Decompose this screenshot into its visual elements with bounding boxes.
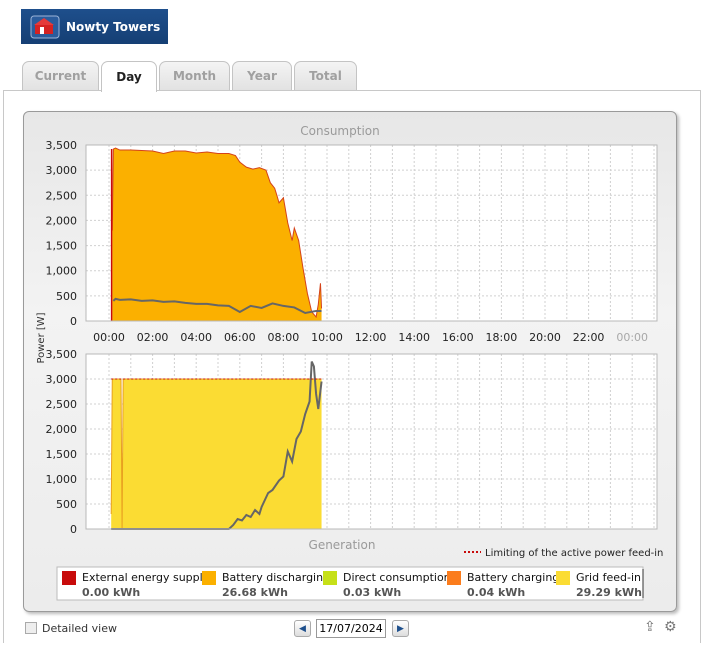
legend-value: 0.04 kWh xyxy=(467,586,525,599)
x-tick-label: 06:00 xyxy=(224,331,256,344)
tab-year[interactable]: Year xyxy=(232,61,292,90)
generation-y-tick-label: 0 xyxy=(70,523,77,536)
legend-swatch xyxy=(202,571,216,585)
x-tick-label: 16:00 xyxy=(442,331,474,344)
generation-line-generation xyxy=(111,361,323,530)
legend-label: Battery discharging xyxy=(222,571,330,584)
consumption-area-edge xyxy=(111,147,323,319)
consumption-y-tick-label: 500 xyxy=(56,290,77,303)
x-tick-label: 14:00 xyxy=(398,331,430,344)
consumption-y-tick-label: 0 xyxy=(70,315,77,328)
consumption-y-tick-label: 3,000 xyxy=(46,164,78,177)
legend-value: 0.03 kWh xyxy=(343,586,401,599)
generation-plot-border xyxy=(85,353,658,530)
legend-label: Direct consumption xyxy=(343,571,451,584)
consumption-plot-border xyxy=(85,144,658,322)
settings-gear-icon[interactable]: ⚙ xyxy=(664,619,677,635)
x-tick-label: 12:00 xyxy=(355,331,387,344)
legend-item[interactable]: Battery charging 0.04 kWh xyxy=(447,571,559,599)
x-tick-label: 00:00 xyxy=(616,331,648,344)
house-logo-icon xyxy=(30,15,60,38)
tab-day[interactable]: Day xyxy=(101,61,157,92)
consumption-title: Consumption xyxy=(300,124,379,138)
footer-bar: Detailed view ◀ 17/07/2024 ▶ ⇪ ⚙ xyxy=(0,615,704,645)
legend-item[interactable]: Grid feed-in 29.29 kWh xyxy=(556,571,642,599)
consumption-y-tick-label: 1,000 xyxy=(46,265,78,278)
brand-header: Nowty Towers xyxy=(21,9,168,44)
limit-annotation: Limiting of the active power feed-in xyxy=(485,548,663,559)
legend-value: 0.00 kWh xyxy=(82,586,140,599)
generation-y-tick-label: 2,500 xyxy=(46,398,78,411)
generation-y-tick-label: 1,000 xyxy=(46,473,78,486)
arrow-left-icon: ◀ xyxy=(299,623,306,634)
legend: External energy supply 0.00 kWh Battery di… xyxy=(62,571,642,599)
detailed-view-label: Detailed view xyxy=(42,622,117,635)
y-axis-label: Power [W] xyxy=(36,312,47,363)
legend-label: External energy supply xyxy=(82,571,210,584)
tab-month[interactable]: Month xyxy=(159,61,230,90)
x-tick-label: 22:00 xyxy=(573,331,605,344)
legend-swatch xyxy=(62,571,76,585)
consumption-y-tick-label: 1,500 xyxy=(46,240,78,253)
x-tick-label: 04:00 xyxy=(180,331,212,344)
x-tick-label: 08:00 xyxy=(268,331,300,344)
x-tick-label: 02:00 xyxy=(137,331,169,344)
arrow-right-icon: ▶ xyxy=(397,623,404,634)
energy-chart: 0 500 1,000 1,500 2,000 2,500 3,000 3,500 0 500 1,… xyxy=(36,124,663,601)
generation-y-tick-label: 2,000 xyxy=(46,423,78,436)
tab-current[interactable]: Current xyxy=(22,61,99,90)
detailed-view-checkbox[interactable] xyxy=(25,622,37,634)
legend-value: 26.68 kWh xyxy=(222,586,288,599)
legend-label: Grid feed-in xyxy=(576,571,641,584)
consumption-y-tick-label: 2,000 xyxy=(46,214,78,227)
x-tick-label: 00:00 xyxy=(93,331,125,344)
generation-y-tick-label: 500 xyxy=(56,498,77,511)
x-tick-label: 10:00 xyxy=(311,331,343,344)
consumption-area-battery-discharging xyxy=(112,148,322,321)
generation-area-grid-feed-in xyxy=(111,379,322,529)
generation-title: Generation xyxy=(309,538,376,552)
legend-item[interactable]: Direct consumption 0.03 kWh xyxy=(323,571,451,599)
legend-item[interactable]: Battery discharging 26.68 kWh xyxy=(202,571,330,599)
legend-swatch xyxy=(447,571,461,585)
prev-day-button[interactable]: ◀ xyxy=(294,620,311,637)
consumption-y-tick-label: 3,500 xyxy=(46,139,78,152)
legend-swatch xyxy=(323,571,337,585)
legend-box xyxy=(56,566,644,601)
legend-swatch xyxy=(556,571,570,585)
tab-total[interactable]: Total xyxy=(294,61,357,90)
legend-label: Battery charging xyxy=(467,571,559,584)
consumption-y-tick-label: 2,500 xyxy=(46,189,78,202)
legend-item[interactable]: External energy supply 0.00 kWh xyxy=(62,571,210,599)
date-input[interactable]: 17/07/2024 xyxy=(316,619,386,638)
consumption-line-direct-consumption xyxy=(112,297,322,314)
generation-y-tick-label: 1,500 xyxy=(46,448,78,461)
generation-y-tick-label: 3,000 xyxy=(46,373,78,386)
next-day-button[interactable]: ▶ xyxy=(392,620,409,637)
content-frame xyxy=(3,90,701,643)
export-icon[interactable]: ⇪ xyxy=(644,619,656,635)
legend-value: 29.29 kWh xyxy=(576,586,642,599)
chart-panel: 0 500 1,000 1,500 2,000 2,500 3,000 3,500 0 500 1,… xyxy=(23,111,677,612)
x-tick-label: 20:00 xyxy=(529,331,561,344)
generation-y-tick-label: 3,500 xyxy=(46,348,78,361)
brand-name: Nowty Towers xyxy=(66,19,161,34)
x-tick-label: 18:00 xyxy=(486,331,518,344)
